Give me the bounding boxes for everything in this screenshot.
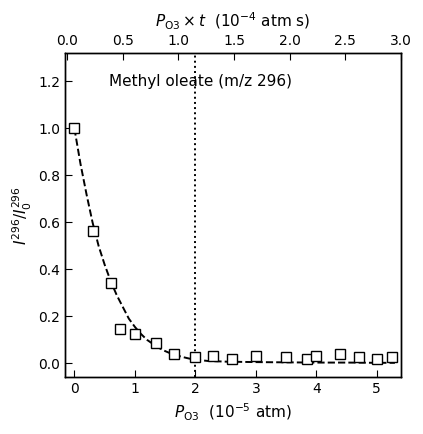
- X-axis label: $P_{\mathrm{O3}} \times t$  $(10^{-4}$ atm s$)$: $P_{\mathrm{O3}} \times t$ $(10^{-4}$ at…: [156, 11, 311, 32]
- X-axis label: $P_{\mathrm{O3}}$  $(10^{-5}$ atm$)$: $P_{\mathrm{O3}}$ $(10^{-5}$ atm$)$: [174, 402, 292, 423]
- Y-axis label: $I^{296}/I_0^{296}$: $I^{296}/I_0^{296}$: [11, 186, 34, 245]
- Text: Methyl oleate (m/z 296): Methyl oleate (m/z 296): [109, 74, 292, 89]
